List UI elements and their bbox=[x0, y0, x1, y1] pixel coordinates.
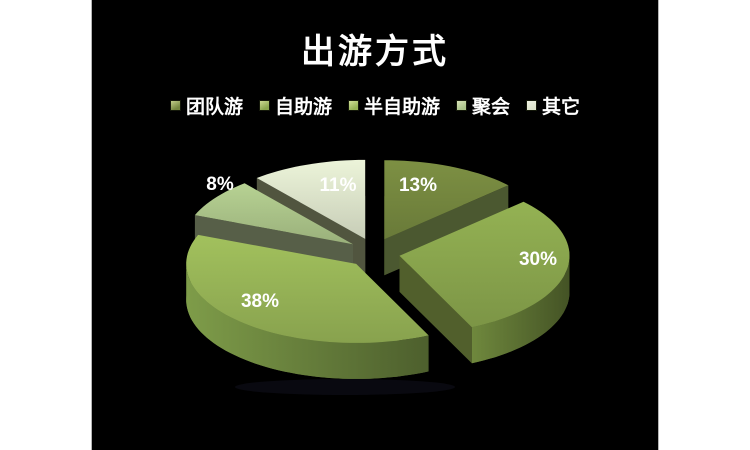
legend-item-5: 其它 bbox=[526, 92, 580, 119]
legend-label: 自助游 bbox=[274, 97, 332, 118]
slice-top bbox=[194, 183, 353, 245]
legend-swatch-icon bbox=[258, 100, 270, 111]
slice-wall-rim bbox=[471, 255, 570, 364]
pie-slice-3 bbox=[186, 234, 429, 379]
slice-top bbox=[384, 160, 509, 240]
slice-top bbox=[186, 234, 429, 343]
slice-wall-rim bbox=[186, 265, 429, 379]
chart-legend: 团队游 自助游 半自助游 聚会 其它 bbox=[92, 92, 658, 119]
legend-item-3: 半自助游 bbox=[347, 92, 440, 119]
legend-label: 聚会 bbox=[472, 97, 511, 118]
slice-wall-radial bbox=[399, 255, 472, 364]
legend-swatch-icon bbox=[347, 100, 359, 111]
percent-label: 30% bbox=[519, 249, 557, 270]
percent-label: 11% bbox=[320, 175, 357, 196]
legend-item-2: 自助游 bbox=[258, 92, 332, 119]
legend-label: 其它 bbox=[542, 97, 581, 118]
pie-slice-2 bbox=[399, 201, 570, 364]
legend-swatch-icon bbox=[169, 100, 181, 111]
legend-label: 半自助游 bbox=[363, 97, 440, 118]
legend-label: 团队游 bbox=[185, 97, 243, 118]
slice-top bbox=[399, 201, 570, 328]
legend-item-1: 团队游 bbox=[169, 92, 243, 119]
percent-label: 38% bbox=[241, 291, 279, 312]
legend-item-4: 聚会 bbox=[456, 92, 510, 119]
percent-label: 8% bbox=[206, 174, 234, 195]
slice-top bbox=[256, 159, 366, 239]
legend-swatch-icon bbox=[456, 100, 467, 111]
pie-shadow bbox=[235, 379, 455, 395]
chart-title: 出游方式 bbox=[301, 33, 449, 71]
percent-label: 13% bbox=[399, 175, 437, 196]
legend-swatch-icon bbox=[526, 100, 538, 111]
